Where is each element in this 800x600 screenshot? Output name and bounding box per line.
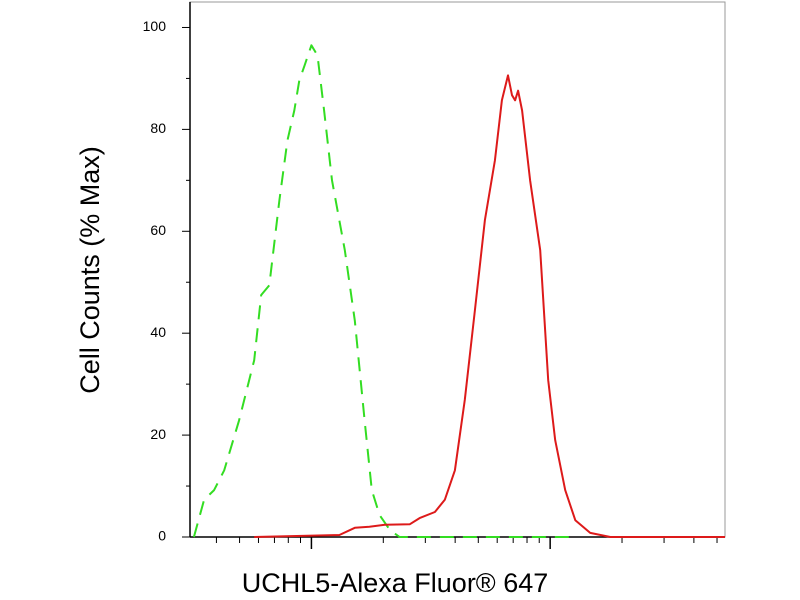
x-axis-label: UCHL5-Alexa Fluor® 647: [242, 568, 549, 598]
y-tick-label: 80: [150, 120, 166, 136]
y-tick-label: 20: [150, 426, 166, 442]
y-axis-label: Cell Counts (% Max): [75, 146, 105, 394]
y-tick-label: 0: [158, 528, 166, 544]
y-tick-label: 100: [143, 18, 167, 34]
y-tick-label: 40: [150, 324, 166, 340]
y-tick-label: 60: [150, 222, 166, 238]
series-line: [192, 44, 571, 538]
series-line: [254, 74, 725, 538]
